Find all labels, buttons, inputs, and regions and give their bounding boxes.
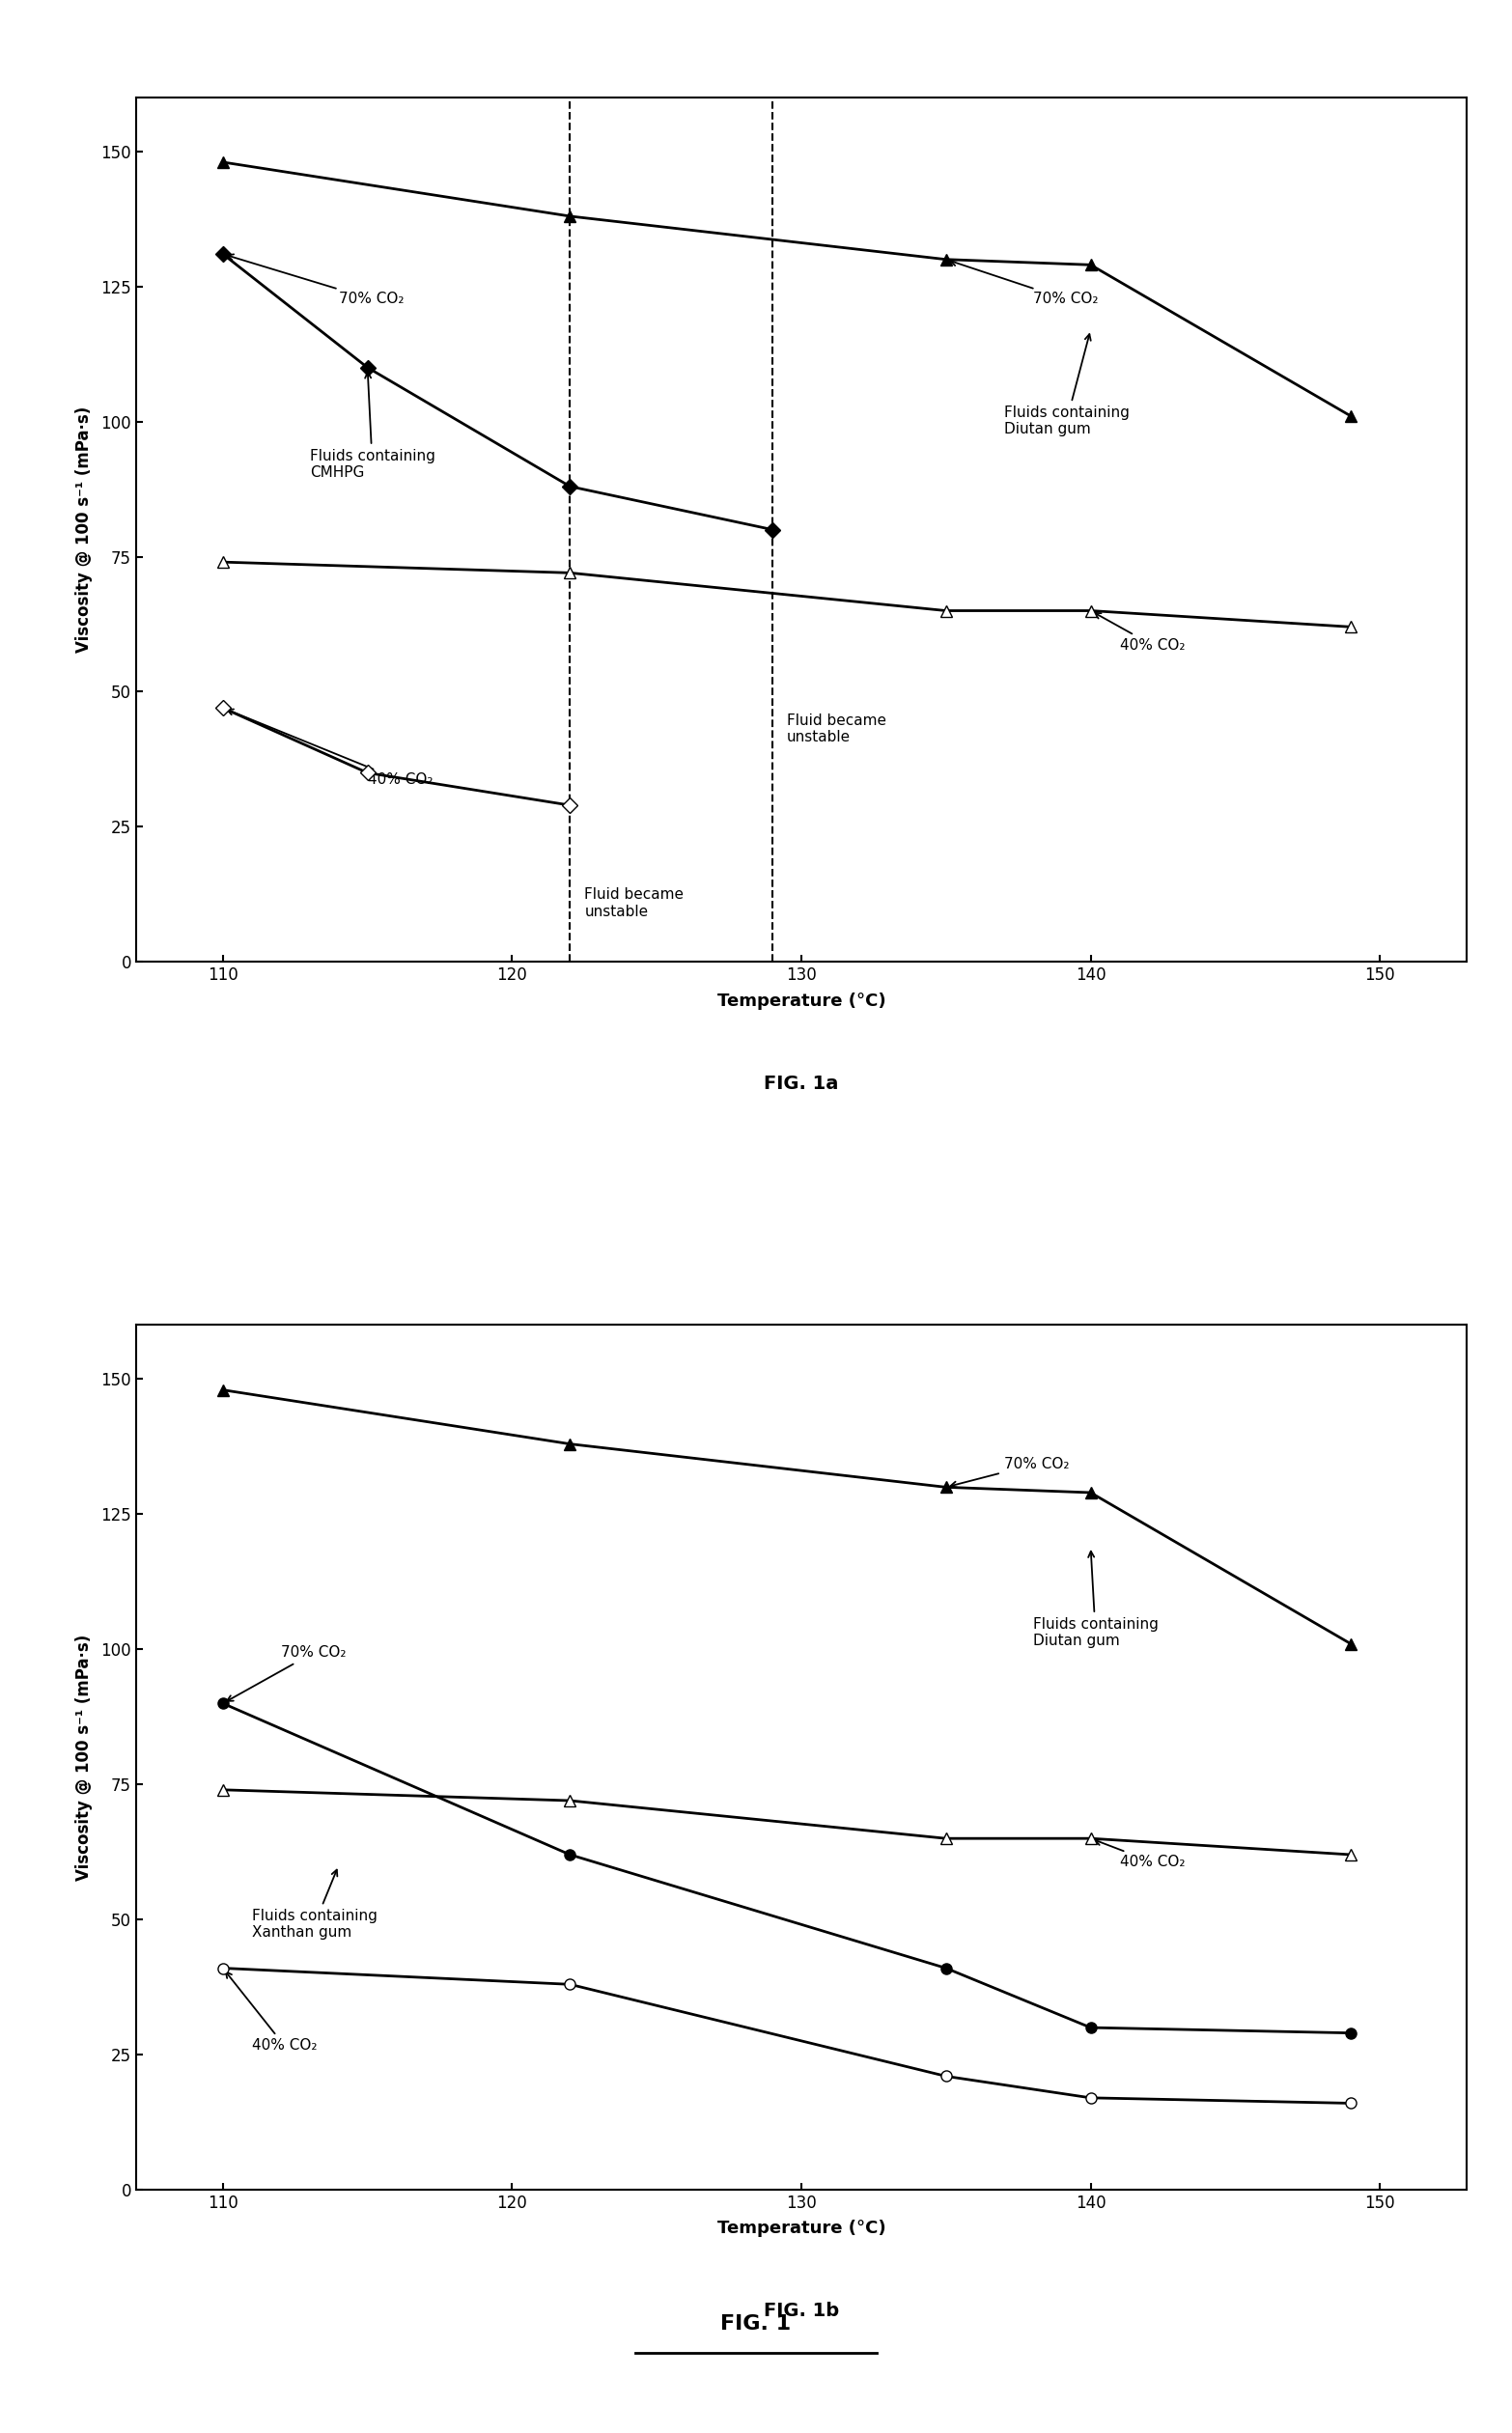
- Text: 40% CO₂: 40% CO₂: [225, 1971, 318, 2053]
- Text: Fluids containing
CMHPG: Fluids containing CMHPG: [310, 372, 435, 479]
- Text: 40% CO₂: 40% CO₂: [1095, 613, 1185, 652]
- Text: 70% CO₂: 70% CO₂: [951, 260, 1098, 307]
- Text: Fluids containing
Diutan gum: Fluids containing Diutan gum: [1033, 1552, 1158, 1647]
- X-axis label: Temperature (°C): Temperature (°C): [717, 2219, 886, 2238]
- X-axis label: Temperature (°C): Temperature (°C): [717, 993, 886, 1010]
- Text: 70% CO₂: 70% CO₂: [951, 1457, 1069, 1487]
- Text: Fluid became
unstable: Fluid became unstable: [786, 713, 886, 744]
- Text: Fluids containing
Xanthan gum: Fluids containing Xanthan gum: [253, 1869, 376, 1939]
- Text: FIG. 1b: FIG. 1b: [764, 2302, 839, 2321]
- Text: FIG. 1a: FIG. 1a: [764, 1075, 839, 1092]
- Text: Fluids containing
Diutan gum: Fluids containing Diutan gum: [1004, 333, 1129, 436]
- Y-axis label: Viscosity @ 100 s⁻¹ (mPa·s): Viscosity @ 100 s⁻¹ (mPa·s): [76, 1635, 92, 1881]
- Text: FIG. 1: FIG. 1: [721, 2314, 791, 2333]
- Text: 70% CO₂: 70% CO₂: [227, 1645, 346, 1701]
- Text: Fluid became
unstable: Fluid became unstable: [585, 888, 683, 920]
- Text: 70% CO₂: 70% CO₂: [227, 255, 404, 307]
- Text: 40% CO₂: 40% CO₂: [227, 708, 432, 788]
- Text: 40% CO₂: 40% CO₂: [1095, 1839, 1185, 1869]
- Y-axis label: Viscosity @ 100 s⁻¹ (mPa·s): Viscosity @ 100 s⁻¹ (mPa·s): [76, 406, 92, 652]
